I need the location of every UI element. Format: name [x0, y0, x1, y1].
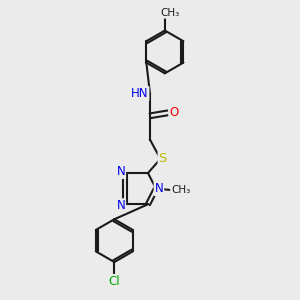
- Text: N: N: [116, 165, 125, 178]
- Text: HN: HN: [131, 87, 148, 100]
- Text: N: N: [154, 182, 163, 195]
- Text: O: O: [169, 106, 178, 119]
- Text: N: N: [116, 199, 125, 212]
- Text: CH₃: CH₃: [160, 8, 180, 18]
- Text: S: S: [159, 152, 167, 165]
- Text: CH₃: CH₃: [171, 185, 190, 195]
- Text: Cl: Cl: [109, 275, 120, 288]
